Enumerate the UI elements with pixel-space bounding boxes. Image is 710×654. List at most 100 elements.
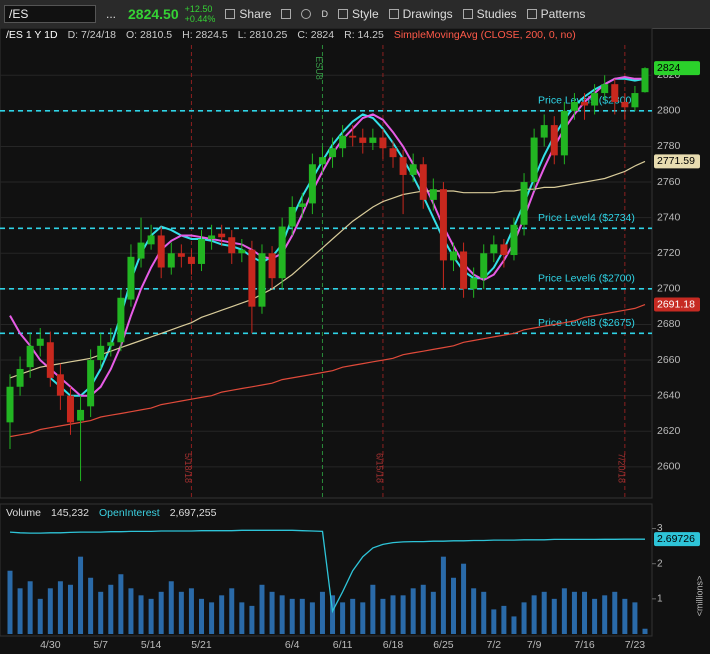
- volume-bar: [57, 581, 63, 634]
- x-tick-label: 7/16: [574, 639, 595, 651]
- price-tag: [654, 154, 700, 169]
- candle-body: [591, 93, 599, 106]
- candle-body: [570, 101, 578, 111]
- study-label: SimpleMovingAvg (CLOSE, 200, 0, no): [394, 29, 576, 41]
- share-button[interactable]: Share: [225, 7, 271, 21]
- volume-bar: [158, 591, 164, 634]
- candle-body: [439, 189, 447, 261]
- y-tick-label: 2660: [657, 354, 681, 366]
- volume-bar: [450, 577, 456, 634]
- candle-body: [278, 226, 286, 279]
- price-panel: [0, 28, 653, 499]
- volume-bar: [229, 588, 235, 634]
- volume-bar: [350, 598, 356, 634]
- candle-body: [359, 137, 367, 143]
- candle-body: [339, 135, 347, 149]
- moving-average: [9, 160, 646, 379]
- volume-bar: [209, 602, 215, 634]
- patterns-button[interactable]: Patterns: [526, 7, 585, 21]
- moving-average: [9, 75, 645, 397]
- volume-bar: [239, 602, 245, 634]
- chart: /ES 1 Y 1D D: 7/24/18 O: 2810.5 H: 2824.5 L:…: [0, 28, 704, 651]
- y-tick-label: 2620: [657, 425, 681, 437]
- volume-bar: [219, 595, 225, 634]
- volume-bar: [531, 595, 537, 634]
- button-label: Style: [351, 7, 379, 21]
- volume-bar: [7, 570, 13, 634]
- candle-body: [46, 342, 54, 378]
- candle-body: [117, 297, 125, 343]
- candle-body: [429, 189, 437, 200]
- marker-label: 6/15/18: [375, 453, 385, 483]
- x-tick-label: 7/9: [527, 639, 542, 651]
- volume-bar: [380, 598, 386, 634]
- candle-body: [329, 148, 337, 158]
- x-tick-label: 6/18: [383, 639, 404, 651]
- button-label: Studies: [476, 7, 517, 21]
- volume-bar: [561, 588, 567, 634]
- y-tick-label: 2780: [657, 140, 681, 152]
- price-level-label: Price Level4 ($2734): [538, 212, 635, 224]
- volume-bar: [309, 602, 315, 634]
- candle-body: [581, 101, 589, 106]
- price-level-label: Price Level8 ($2675): [538, 317, 635, 329]
- candle-body: [56, 374, 64, 396]
- x-tick-label: 7/23: [625, 639, 646, 651]
- drawings-button[interactable]: Drawings: [388, 7, 453, 21]
- volume-bar: [67, 584, 73, 634]
- volume-bar: [319, 591, 325, 634]
- marker-label: 5/18/18: [183, 453, 193, 483]
- header-info: /ES 1 Y 1D: [6, 29, 58, 41]
- volume-bar: [188, 588, 194, 634]
- style-button[interactable]: Style: [337, 7, 379, 21]
- volume-bar: [118, 574, 124, 634]
- x-tick-label: 5/7: [93, 639, 108, 651]
- volume-bar: [471, 588, 477, 634]
- candle-body: [349, 135, 357, 138]
- button-label: Drawings: [402, 7, 453, 21]
- candle-body: [107, 342, 115, 346]
- candle-body: [540, 125, 548, 138]
- studies-button[interactable]: Studies: [462, 7, 517, 21]
- x-tick-label: 6/11: [333, 639, 353, 651]
- candle-body: [16, 368, 24, 387]
- symbol-box[interactable]: /ES: [4, 5, 96, 23]
- volume-bar: [420, 584, 426, 634]
- volume-bar: [390, 595, 396, 634]
- candle-body: [218, 233, 226, 238]
- timeframe-button[interactable]: D: [321, 9, 328, 19]
- candle-body: [6, 386, 14, 423]
- volume-bar: [400, 595, 406, 634]
- more[interactable]: ...: [106, 7, 117, 21]
- candle-body: [157, 235, 165, 268]
- settings-button[interactable]: [301, 9, 312, 19]
- y-tick-label: 2700: [657, 283, 681, 295]
- candle-body: [208, 235, 216, 240]
- volume-bar: [47, 588, 53, 634]
- moving-average: [9, 304, 646, 438]
- candle-body: [308, 164, 316, 204]
- candle-body: [147, 235, 155, 245]
- volume-bar: [491, 609, 497, 634]
- toolbar: /ES ... 2824.50 +12.50 +0.44% Share D Sty…: [0, 0, 710, 29]
- marker-label: ESU8: [314, 56, 324, 80]
- volume-bar: [279, 595, 285, 634]
- header-info: R: 14.25: [344, 29, 384, 41]
- candle-body: [631, 93, 639, 108]
- volume-header: OpenInterest: [99, 507, 160, 519]
- y-tick-label: 2640: [657, 389, 681, 401]
- volume-bar: [37, 598, 43, 634]
- flask-button[interactable]: [281, 9, 292, 19]
- volume-bar: [259, 584, 265, 634]
- candle-body: [449, 251, 457, 261]
- candle-body: [621, 101, 629, 108]
- candle-body: [399, 157, 407, 175]
- candle-body: [550, 125, 558, 156]
- y-tick-label: 2740: [657, 211, 681, 223]
- candle-body: [641, 68, 649, 93]
- volume-bar: [340, 602, 346, 634]
- volume-bar: [521, 602, 527, 634]
- candle-body: [248, 249, 256, 307]
- candle-body: [470, 278, 478, 289]
- y-tick-label: 1: [657, 593, 663, 604]
